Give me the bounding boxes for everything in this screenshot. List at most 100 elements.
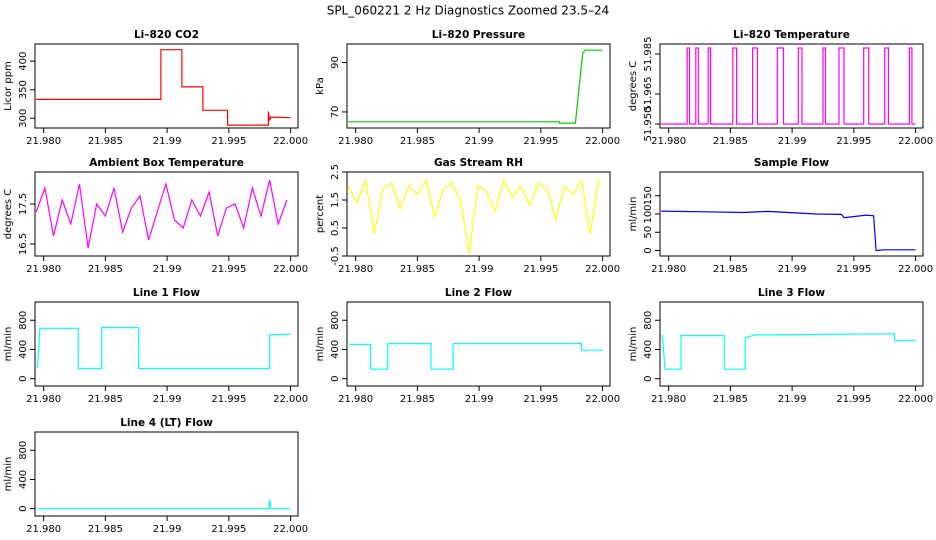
panel-title: Line 4 (LT) Flow — [120, 417, 213, 429]
y-tick-label: 1.5 — [330, 192, 341, 208]
x-tick-label: 21.980 — [338, 264, 373, 275]
plot-frame — [346, 43, 611, 129]
x-tick-label: 21.980 — [26, 394, 61, 405]
x-tick-label: 22.000 — [585, 136, 620, 147]
x-tick-label: 21.995 — [211, 264, 246, 275]
x-tick-label: 21.995 — [523, 264, 558, 275]
y-tick-label: 0 — [643, 247, 654, 253]
data-line — [36, 327, 291, 370]
panel-title: Sample Flow — [754, 157, 829, 169]
x-tick-label: 22.000 — [898, 136, 933, 147]
y-axis-label: kPa — [315, 77, 326, 95]
y-tick-label: 400 — [18, 52, 29, 71]
x-tick-label: 21.995 — [211, 136, 246, 147]
y-tick-label: 90 — [330, 56, 341, 69]
x-tick-label: 21.99 — [153, 524, 182, 535]
y-tick-label: 16.5 — [18, 233, 29, 255]
y-tick-label: 350 — [18, 80, 29, 99]
plot-frame — [34, 301, 299, 387]
x-tick-label: 21.985 — [400, 264, 435, 275]
data-line — [35, 179, 288, 249]
x-tick-label: 22.000 — [898, 264, 933, 275]
y-tick-label: 50 — [643, 226, 654, 239]
panel-title: Li–820 Temperature — [733, 29, 850, 41]
x-tick-label: 21.995 — [836, 136, 871, 147]
plot-frame — [34, 43, 299, 129]
x-tick-label: 21.980 — [26, 264, 61, 275]
x-tick-label: 22.000 — [585, 264, 620, 275]
data-line — [37, 499, 291, 510]
y-tick-label: 400 — [330, 340, 341, 359]
x-tick-label: 21.985 — [88, 524, 123, 535]
y-tick-label: 400 — [643, 340, 654, 359]
x-tick-label: 21.980 — [26, 136, 61, 147]
panel-title: Line 3 Flow — [758, 287, 825, 299]
x-tick-label: 21.985 — [713, 136, 748, 147]
x-tick-label: 22.000 — [898, 394, 933, 405]
y-axis-label: degrees C — [628, 61, 639, 111]
y-axis-label: ml/min — [3, 457, 14, 492]
x-tick-label: 21.995 — [211, 394, 246, 405]
y-tick-label: 800 — [18, 441, 29, 460]
y-tick-label: 0 — [643, 376, 654, 382]
data-line — [347, 177, 600, 254]
x-tick-label: 21.985 — [713, 394, 748, 405]
x-tick-label: 22.000 — [273, 136, 308, 147]
x-tick-label: 21.980 — [338, 394, 373, 405]
x-tick-label: 21.985 — [400, 394, 435, 405]
x-tick-label: 21.99 — [778, 264, 807, 275]
y-axis-label: Licor ppm — [3, 61, 14, 111]
x-tick-label: 21.995 — [523, 136, 558, 147]
y-tick-label: 70 — [330, 106, 341, 119]
data-line — [661, 210, 916, 252]
y-tick-label: 300 — [18, 109, 29, 128]
plot-frame — [34, 431, 299, 517]
x-tick-label: 21.980 — [651, 264, 686, 275]
y-tick-label: 0 — [330, 376, 341, 382]
y-tick-label: 400 — [18, 340, 29, 359]
x-tick-label: 21.995 — [836, 394, 871, 405]
main-title: SPL_060221 2 Hz Diagnostics Zoomed 23.5–… — [327, 4, 610, 18]
plot-frame — [659, 171, 924, 257]
y-tick-label: 800 — [643, 311, 654, 330]
y-axis-label: percent — [315, 195, 326, 233]
x-tick-label: 21.980 — [26, 524, 61, 535]
x-tick-label: 21.99 — [465, 394, 494, 405]
panel-title: Li–820 Pressure — [432, 29, 525, 41]
data-line — [661, 333, 916, 370]
x-tick-label: 21.995 — [211, 524, 246, 535]
x-tick-label: 21.985 — [88, 264, 123, 275]
x-tick-label: 21.99 — [778, 136, 807, 147]
y-axis-label: ml/min — [628, 197, 639, 232]
y-axis-label: ml/min — [3, 327, 14, 362]
x-tick-label: 21.99 — [465, 136, 494, 147]
y-axis-label: ml/min — [315, 327, 326, 362]
plot-frame — [346, 301, 611, 387]
panel-title: Ambient Box Temperature — [89, 157, 244, 169]
x-tick-label: 21.985 — [713, 264, 748, 275]
x-tick-label: 21.980 — [338, 136, 373, 147]
x-tick-label: 21.99 — [153, 136, 182, 147]
x-tick-label: 21.985 — [88, 394, 123, 405]
x-tick-label: 21.99 — [778, 394, 807, 405]
x-tick-label: 21.995 — [523, 394, 558, 405]
x-tick-label: 21.99 — [465, 264, 494, 275]
y-axis-label: degrees C — [3, 189, 14, 239]
x-tick-label: 21.980 — [651, 136, 686, 147]
plot-frame — [659, 43, 924, 129]
y-tick-label: 51.950 — [643, 107, 654, 142]
x-tick-label: 21.980 — [651, 394, 686, 405]
x-tick-label: 21.985 — [400, 136, 435, 147]
data-line — [348, 49, 603, 124]
panel-title: Line 1 Flow — [133, 287, 200, 299]
panel-title: Line 2 Flow — [445, 287, 512, 299]
y-tick-label: 0 — [18, 376, 29, 382]
plot-frame — [34, 171, 299, 257]
x-tick-label: 22.000 — [585, 394, 620, 405]
y-tick-label: 51.965 — [643, 77, 654, 112]
y-tick-label: 150 — [643, 186, 654, 205]
panel-title: Gas Stream RH — [434, 157, 523, 169]
y-tick-label: 800 — [330, 311, 341, 330]
data-line — [349, 343, 603, 370]
